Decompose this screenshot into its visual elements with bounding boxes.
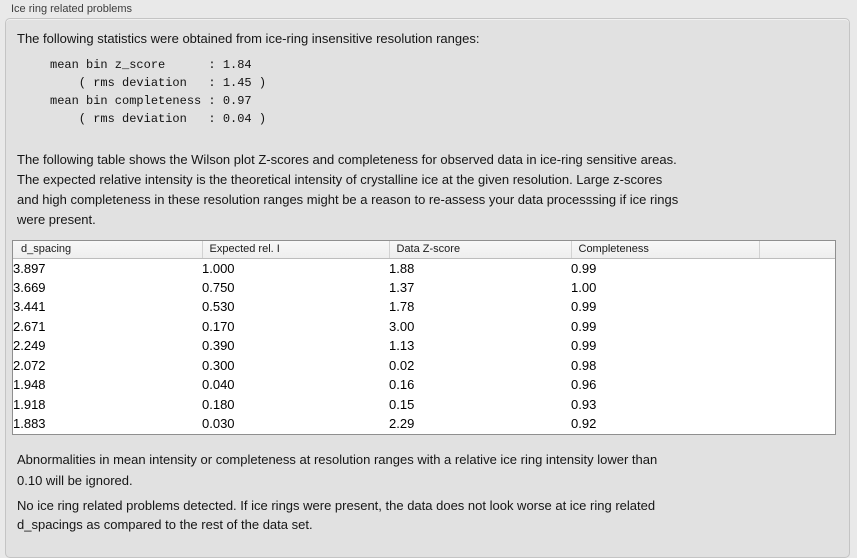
- table-cell-spacer: [759, 414, 835, 434]
- table-cell: 1.918: [13, 396, 46, 412]
- table-cell: 1.00: [571, 279, 597, 295]
- table-cell: 3.669: [13, 279, 46, 295]
- table-cell: 2.671: [13, 318, 46, 334]
- table-cell: 0.750: [202, 279, 235, 295]
- table-row[interactable]: 3.669 0.750 1.37 1.00: [13, 278, 835, 298]
- table-cell-spacer: [759, 375, 835, 395]
- table-row[interactable]: 1.948 0.040 0.16 0.96: [13, 375, 835, 395]
- table-cell: 0.170: [202, 318, 235, 334]
- table-cell-spacer: [759, 258, 835, 278]
- table-cell-spacer: [759, 336, 835, 356]
- table-cell: 0.16: [389, 377, 415, 393]
- table-cell: 0.530: [202, 299, 235, 315]
- table-cell: 0.15: [389, 396, 415, 412]
- intro-text: The following statistics were obtained f…: [17, 31, 480, 46]
- ice-ring-table: d_spacing Expected rel. I Data Z-score C…: [12, 240, 836, 435]
- table-cell-spacer: [759, 356, 835, 376]
- panel-title: Ice ring related problems: [11, 3, 133, 15]
- table-cell: 1.13: [389, 338, 415, 354]
- table-cell: 0.040: [202, 377, 235, 393]
- table-cell: 1.000: [202, 260, 235, 276]
- table-cell: 0.99: [571, 338, 597, 354]
- column-header-spacer: [759, 241, 835, 259]
- table-cell: 0.98: [571, 357, 597, 373]
- table-cell: 0.02: [389, 357, 415, 373]
- table-cell: 0.180: [202, 396, 235, 412]
- table-cell: 3.00: [389, 318, 415, 334]
- table-row[interactable]: 2.671 0.170 3.00 0.99: [13, 317, 835, 337]
- ice-ring-groupbox: The following statistics were obtained f…: [5, 18, 850, 558]
- table-row[interactable]: 2.249 0.390 1.13 0.99: [13, 336, 835, 356]
- table-cell: 1.883: [13, 416, 46, 432]
- table-cell: 0.92: [571, 416, 597, 432]
- column-header-expected-rel-i[interactable]: Expected rel. I: [202, 241, 390, 259]
- table-cell: 3.441: [13, 299, 46, 315]
- table-cell: 2.072: [13, 357, 46, 373]
- table-cell: 0.99: [571, 260, 597, 276]
- table-row[interactable]: 3.441 0.530 1.78 0.99: [13, 297, 835, 317]
- table-cell: 1.88: [389, 260, 415, 276]
- table-cell-spacer: [759, 395, 835, 415]
- table-cell-spacer: [759, 317, 835, 337]
- column-header-d-spacing[interactable]: d_spacing: [13, 241, 203, 259]
- table-header-row: d_spacing Expected rel. I Data Z-score C…: [13, 241, 835, 259]
- table-row[interactable]: 2.072 0.300 0.02 0.98: [13, 356, 835, 376]
- table-cell: 0.99: [571, 299, 597, 315]
- conclusion-note: No ice ring related problems detected. I…: [17, 498, 656, 532]
- table-description: The following table shows the Wilson plo…: [17, 152, 679, 227]
- table-row[interactable]: 3.897 1.000 1.88 0.99: [13, 258, 835, 278]
- table-cell: 0.300: [202, 357, 235, 373]
- table-cell: 1.78: [389, 299, 415, 315]
- table-cell: 1.37: [389, 279, 415, 295]
- table-cell: 3.897: [13, 260, 46, 276]
- table-row[interactable]: 1.883 0.030 2.29 0.92: [13, 414, 835, 434]
- table-cell-spacer: [759, 297, 835, 317]
- table-cell: 0.99: [571, 318, 597, 334]
- table-cell: 0.96: [571, 377, 597, 393]
- table-cell: 0.030: [202, 416, 235, 432]
- column-header-completeness[interactable]: Completeness: [571, 241, 760, 259]
- table-row[interactable]: 1.918 0.180 0.15 0.93: [13, 395, 835, 415]
- table-cell: 1.948: [13, 377, 46, 393]
- table-cell: 2.249: [13, 338, 46, 354]
- stats-block: mean bin z_score : 1.84 ( rms deviation …: [50, 58, 267, 126]
- ignore-note: Abnormalities in mean intensity or compl…: [17, 452, 658, 488]
- table-body: 3.897 1.000 1.88 0.99 3.669 0.750 1.37 1.00 3.44…: [13, 258, 835, 434]
- table-cell: 0.390: [202, 338, 235, 354]
- table-cell: 2.29: [389, 416, 415, 432]
- table-cell-spacer: [759, 278, 835, 298]
- table-cell: 0.93: [571, 396, 597, 412]
- column-header-data-z-score[interactable]: Data Z-score: [389, 241, 572, 259]
